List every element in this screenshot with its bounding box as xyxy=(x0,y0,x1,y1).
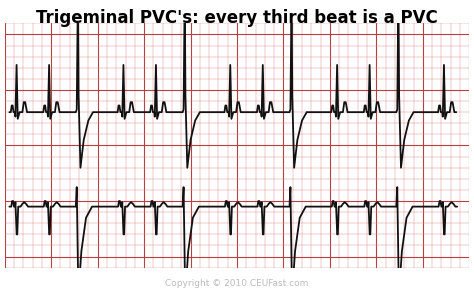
Text: Trigeminal PVC's: every third beat is a PVC: Trigeminal PVC's: every third beat is a … xyxy=(36,9,438,27)
Text: Copyright © 2010 CEUFast.com: Copyright © 2010 CEUFast.com xyxy=(165,279,309,288)
